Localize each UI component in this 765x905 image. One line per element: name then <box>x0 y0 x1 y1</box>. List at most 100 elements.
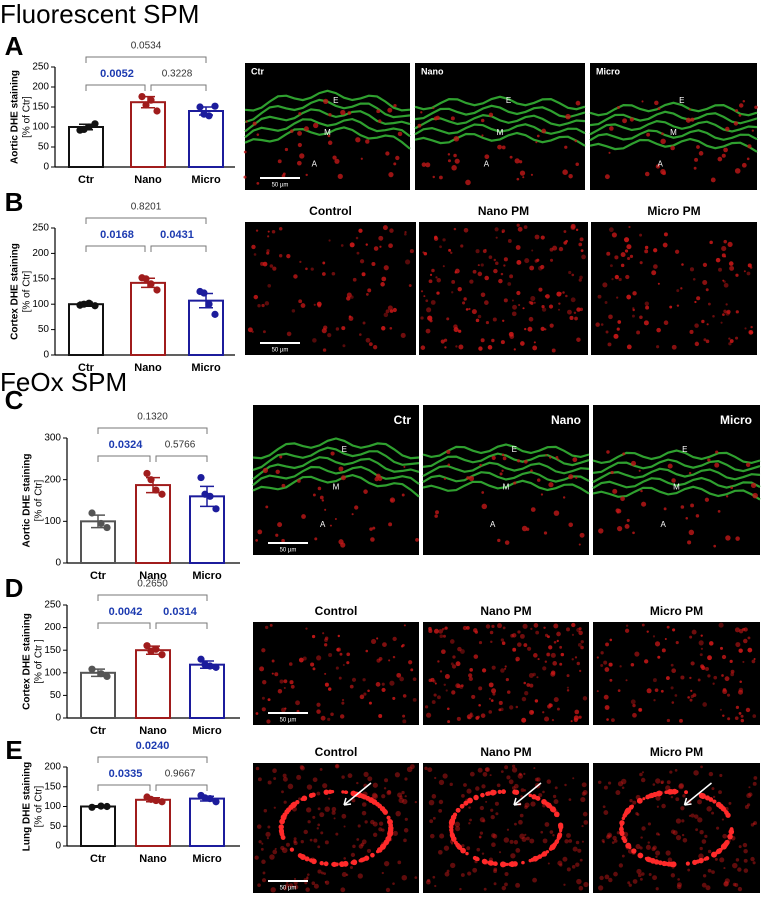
stain-dot <box>583 881 589 888</box>
stain-dot <box>616 327 620 331</box>
stain-dot <box>625 624 629 627</box>
stain-dot <box>316 827 319 830</box>
stain-dot <box>340 475 346 481</box>
stain-dot <box>689 267 695 272</box>
stain-dot <box>383 787 387 790</box>
p-value: 0.2650 <box>137 579 168 590</box>
stain-dot <box>423 295 426 298</box>
stain-dot <box>425 879 431 885</box>
stain-dot <box>343 825 346 828</box>
stain-dot <box>550 652 556 658</box>
stain-dot <box>403 624 406 627</box>
stain-dot <box>578 715 582 719</box>
stain-dot <box>307 820 311 824</box>
stain-dot <box>330 451 335 456</box>
stain-dot <box>388 822 394 828</box>
stain-dot <box>311 634 316 639</box>
stain-dot <box>679 718 683 723</box>
stain-dot <box>366 848 372 854</box>
stain-dot <box>257 777 262 782</box>
stain-dot <box>566 686 569 689</box>
stain-dot <box>551 718 555 722</box>
stain-dot <box>557 458 560 461</box>
stain-dot <box>579 307 584 312</box>
y-tick-label: 0 <box>43 350 49 361</box>
elastic-lamina <box>592 467 761 484</box>
stain-dot <box>616 508 622 514</box>
stain-dot <box>622 118 628 124</box>
panel-letter: E <box>5 735 22 765</box>
stain-dot <box>433 116 438 121</box>
stain-dot <box>437 695 441 700</box>
stain-dot <box>750 482 757 489</box>
stain-dot <box>646 630 649 633</box>
stain-dot <box>328 653 333 658</box>
micrograph-texture <box>252 437 420 548</box>
stain-dot <box>578 278 582 282</box>
stain-dot <box>742 660 745 663</box>
stain-dot <box>426 712 432 718</box>
stain-dot <box>521 525 528 532</box>
stain-dot <box>531 710 534 714</box>
stain-dot <box>745 707 751 713</box>
y-tick-label: 50 <box>50 821 62 832</box>
scale-label: 50 µm <box>280 548 297 554</box>
stain-dot <box>450 862 456 869</box>
stain-dot <box>307 873 310 876</box>
stain-dot <box>283 800 287 804</box>
stain-dot <box>620 496 625 502</box>
stain-dot <box>656 805 660 808</box>
stain-dot <box>312 815 316 819</box>
y-tick-label: 300 <box>44 433 61 444</box>
p-value: 0.0335 <box>109 768 143 780</box>
stain-dot <box>751 659 756 664</box>
stain-dot <box>722 714 725 717</box>
stain-dot <box>604 874 610 880</box>
stain-dot <box>444 674 450 680</box>
stain-dot <box>275 533 279 537</box>
stain-dot <box>672 830 678 836</box>
stain-dot <box>267 283 272 288</box>
data-point <box>212 663 220 671</box>
stain-dot <box>367 288 372 293</box>
stain-dot <box>540 235 545 240</box>
stain-dot <box>639 315 643 320</box>
stain-dot <box>342 663 345 667</box>
stain-dot <box>740 714 744 718</box>
stain-dot <box>482 249 487 254</box>
stain-dot <box>283 886 287 891</box>
stain-dot <box>354 505 359 510</box>
stain-dot <box>420 316 424 320</box>
stain-dot <box>247 327 253 333</box>
stain-dot <box>520 341 525 346</box>
data-point <box>212 505 220 513</box>
stain-dot <box>671 478 676 483</box>
stain-dot <box>621 854 625 858</box>
x-tick-label: Micro <box>192 570 222 582</box>
data-point <box>200 289 208 297</box>
stain-dot <box>504 540 510 545</box>
stain-dot <box>501 789 506 795</box>
stain-dot <box>428 628 433 633</box>
stain-dot <box>306 807 312 813</box>
stain-dot <box>438 808 443 813</box>
stain-dot <box>349 242 355 248</box>
stain-dot <box>365 337 371 343</box>
y-tick-label: 250 <box>32 223 49 234</box>
stain-dot <box>609 678 613 682</box>
y-tick-label: 100 <box>44 516 61 527</box>
y-tick-label: 50 <box>50 690 62 701</box>
stain-dot <box>417 123 422 128</box>
stain-dot <box>534 699 539 703</box>
stain-dot <box>710 177 716 183</box>
stain-dot <box>638 469 641 472</box>
tissue-marker: M <box>333 483 340 492</box>
stain-dot <box>457 646 462 652</box>
stain-dot <box>401 790 405 795</box>
x-tick-label: Nano <box>139 853 167 865</box>
stain-dot <box>371 261 376 266</box>
stain-dot <box>347 111 352 115</box>
stain-dot <box>632 712 637 718</box>
stain-dot <box>403 828 409 833</box>
